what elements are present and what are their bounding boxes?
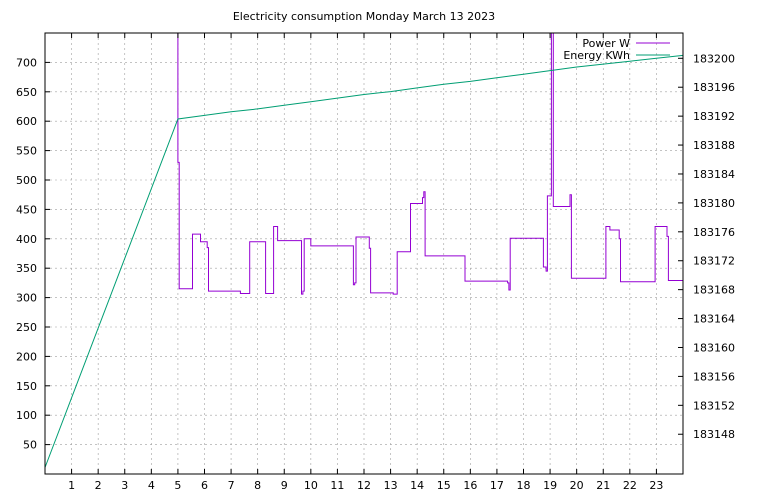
- y2-tick-label: 183156: [693, 370, 735, 383]
- x-tick-label: 16: [463, 479, 477, 492]
- y-tick-label: 350: [16, 262, 37, 275]
- x-tick-label: 19: [543, 479, 557, 492]
- x-tick-label: 2: [95, 479, 102, 492]
- y2-tick-label: 183200: [693, 52, 735, 65]
- y2-tick-label: 183164: [693, 313, 735, 326]
- y2-tick-label: 183180: [693, 197, 735, 210]
- y-tick-label: 150: [16, 380, 37, 393]
- y2-tick-label: 183184: [693, 168, 735, 181]
- y-tick-label: 50: [23, 439, 37, 452]
- y2-tick-label: 183160: [693, 341, 735, 354]
- series-layer: [44, 32, 684, 468]
- y-tick-label: 400: [16, 233, 37, 246]
- x-tick-label: 20: [570, 479, 584, 492]
- y2-tick-label: 183152: [693, 399, 735, 412]
- y-tick-label: 600: [16, 115, 37, 128]
- legend-label-1: Power W: [582, 37, 630, 50]
- x-tick-label: 13: [384, 479, 398, 492]
- x-tick-label: 6: [201, 479, 208, 492]
- x-tick-label: 3: [121, 479, 128, 492]
- y-tick-label: 700: [16, 56, 37, 69]
- series-line-1: [177, 32, 683, 295]
- x-tick-label: 23: [649, 479, 663, 492]
- x-tick-label: 11: [330, 479, 344, 492]
- y2-tick-label: 183196: [693, 81, 735, 94]
- x-tick-label: 15: [437, 479, 451, 492]
- y-tick-label: 250: [16, 321, 37, 334]
- x-tick-label: 5: [174, 479, 181, 492]
- x-tick-label: 4: [148, 479, 155, 492]
- y-tick-label: 200: [16, 350, 37, 363]
- x-tick-label: 10: [304, 479, 318, 492]
- y2-tick-label: 183172: [693, 255, 735, 268]
- y-tick-label: 300: [16, 292, 37, 305]
- grid: [45, 33, 683, 474]
- x-tick-label: 22: [623, 479, 637, 492]
- y-tick-label: 550: [16, 145, 37, 158]
- series-line-2: [44, 54, 684, 468]
- y2-tick-label: 183188: [693, 139, 735, 152]
- x-tick-label: 18: [517, 479, 531, 492]
- x-tick-label: 1: [68, 479, 75, 492]
- x-tick-label: 21: [596, 479, 610, 492]
- chart-title: Electricity consumption Monday March 13 …: [233, 10, 495, 23]
- y2-tick-label: 183168: [693, 284, 735, 297]
- x-tick-label: 14: [410, 479, 424, 492]
- y-tick-label: 450: [16, 203, 37, 216]
- y2-tick-label: 183148: [693, 428, 735, 441]
- x-tick-label: 9: [281, 479, 288, 492]
- y-tick-label: 650: [16, 86, 37, 99]
- y2-tick-label: 183192: [693, 110, 735, 123]
- y-tick-label: 100: [16, 409, 37, 422]
- ticks: 1 2 3 4 5 6 7 8 9 10 11 12 13 14 15 16 17 18 19 20 21 22 23501…: [16, 33, 735, 492]
- x-tick-label: 12: [357, 479, 371, 492]
- legend-label-2: Energy KWh: [563, 49, 630, 62]
- x-tick-label: 8: [254, 479, 261, 492]
- x-tick-label: 7: [228, 479, 235, 492]
- x-tick-label: 17: [490, 479, 504, 492]
- y-tick-label: 500: [16, 174, 37, 187]
- y2-tick-label: 183176: [693, 226, 735, 239]
